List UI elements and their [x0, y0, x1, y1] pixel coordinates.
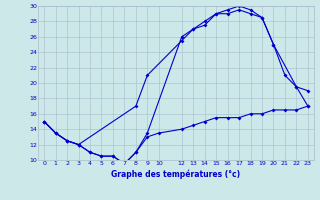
- X-axis label: Graphe des températures (°c): Graphe des températures (°c): [111, 169, 241, 179]
